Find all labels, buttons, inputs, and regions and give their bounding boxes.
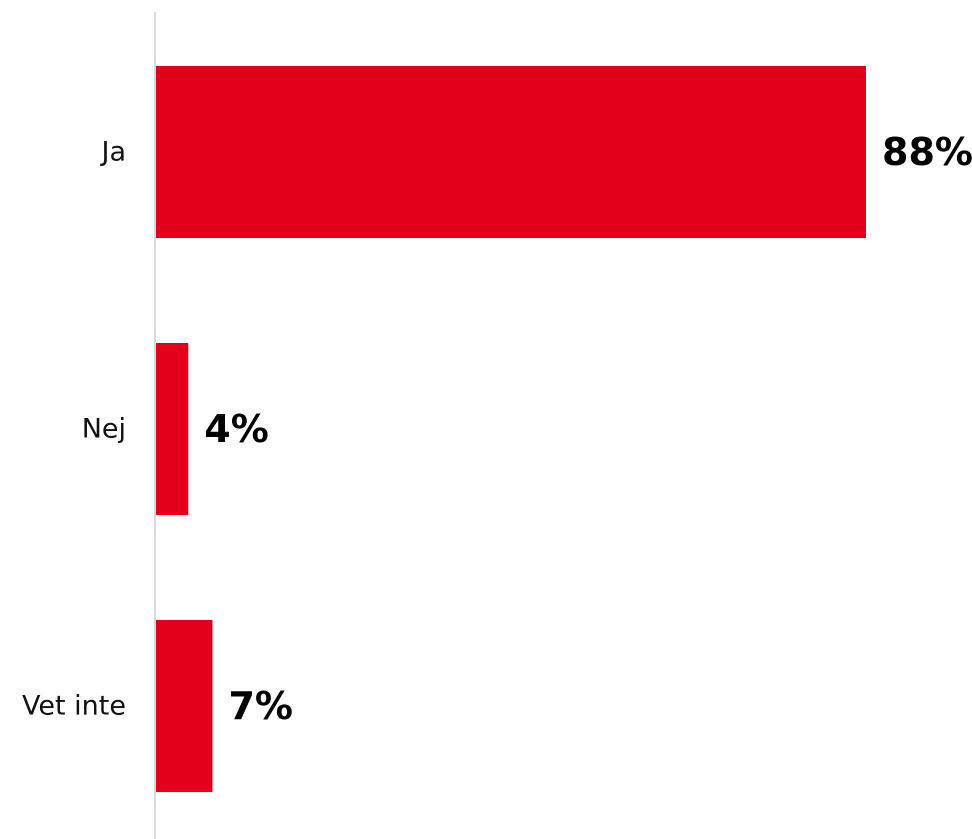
category-label-1: Nej [82,414,126,445]
value-label-1: 4% [204,407,269,451]
value-label-2: 7% [228,684,293,728]
bars-group: Ja 88% Nej 4% Vet inte 7% [22,66,972,792]
value-label-0: 88% [882,130,972,174]
bar-2 [156,620,213,792]
category-label-2: Vet inte [22,691,126,722]
category-label-0: Ja [99,137,126,168]
bar-1 [156,343,189,515]
bar-0 [156,66,866,238]
